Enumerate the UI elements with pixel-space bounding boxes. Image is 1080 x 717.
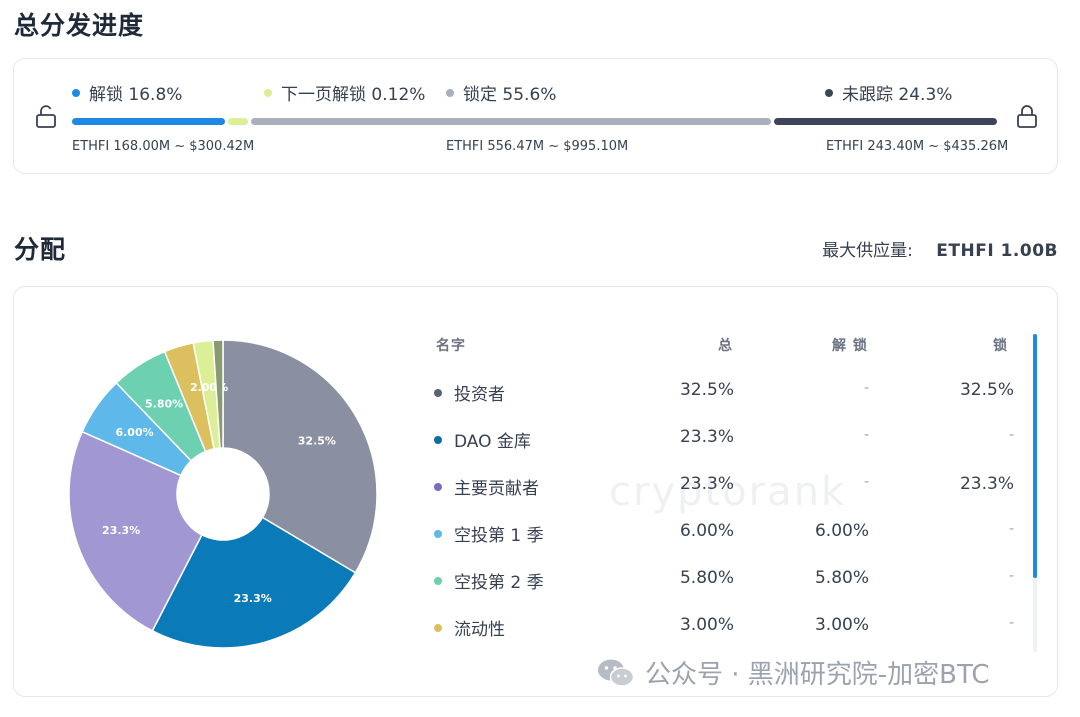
table-row[interactable]: 主要贡献者 23.3% - 23.3% (434, 474, 1014, 514)
row-dot (434, 529, 442, 538)
lock-open-icon (1017, 105, 1037, 128)
row-total: 23.3% (679, 474, 734, 494)
legend-dot (72, 88, 80, 97)
row-name-label: 流动性 (454, 620, 505, 640)
row-unlock: 6.00% (814, 521, 869, 541)
allocation-card: cryptorank 32.5% 23.3% 23.3% 6.00% 5.80% 2.00… (13, 286, 1058, 697)
row-total: 32.5% (679, 380, 734, 400)
pie-slice[interactable] (68, 430, 203, 632)
row-lock: - (1008, 521, 1014, 537)
row-unlock: - (863, 380, 869, 396)
row-unlock: 3.00% (814, 615, 869, 635)
table-scrollbar[interactable] (1033, 334, 1037, 652)
bar-segment-next-unlock (227, 118, 249, 125)
legend-label: 下一页解锁 0.12% (281, 85, 426, 105)
row-name-label: 投资者 (454, 385, 505, 405)
legend-label: 未跟踪 24.3% (842, 85, 953, 105)
max-supply-value: ETHFI 1.00B (936, 241, 1058, 261)
max-supply: 最大供应量: ETHFI 1.00B (822, 236, 1058, 261)
allocation-pie-chart: 32.5%23.3%23.3%6.00%5.80%2.00% (68, 339, 378, 649)
row-name: 主要贡献者 (434, 474, 539, 499)
distribution-bar (72, 118, 1000, 125)
row-lock: - (1008, 427, 1014, 443)
progress-card: 解锁 16.8% 下一页解锁 0.12% 锁定 55.6% 未跟踪 24.3% … (13, 58, 1058, 174)
pie-slice-label: 5.80% (145, 397, 183, 410)
pie-slice[interactable] (212, 339, 224, 449)
legend-label: 锁定 55.6% (463, 85, 557, 105)
bar-segment-unlocked (72, 118, 225, 125)
header-total: 总 (718, 338, 733, 354)
row-dot (434, 623, 442, 632)
row-name: 空投第 1 季 (434, 521, 544, 546)
max-supply-label: 最大供应量: (822, 241, 913, 261)
pie-slice[interactable] (151, 516, 357, 649)
row-unlock: - (863, 474, 869, 490)
row-name: 投资者 (434, 380, 505, 405)
wechat-icon (598, 659, 635, 687)
row-unlock: - (863, 427, 869, 443)
pie-slice-label: 23.3% (234, 592, 272, 605)
legend-next-unlock: 下一页解锁 0.12% (264, 80, 425, 105)
row-dot (434, 388, 442, 397)
row-dot (434, 576, 442, 585)
caption-untracked: ETHFI 243.40M ~ $435.26M (826, 139, 1009, 154)
table-row[interactable]: DAO 金库 23.3% - - (434, 427, 1014, 467)
progress-title: 总分发进度 (14, 11, 145, 40)
pie-slice[interactable] (222, 339, 378, 574)
row-unlock: 5.80% (814, 568, 869, 588)
row-dot (434, 482, 442, 491)
table-row[interactable]: 空投第 1 季 6.00% 6.00% - (434, 521, 1014, 561)
row-name: 流动性 (434, 615, 505, 640)
bar-segment-locked (251, 118, 772, 125)
legend-untracked: 未跟踪 24.3% (825, 80, 952, 105)
row-lock: 23.3% (959, 474, 1014, 494)
table-row[interactable]: 空投第 2 季 5.80% 5.80% - (434, 568, 1014, 608)
row-total: 5.80% (679, 568, 734, 588)
row-total: 6.00% (679, 521, 734, 541)
row-lock: - (1008, 568, 1014, 584)
pie-slice-label: 6.00% (115, 426, 153, 439)
row-lock: 32.5% (959, 380, 1014, 400)
header-unlock: 解 锁 (832, 338, 868, 354)
brand-watermark: cryptorank (609, 469, 847, 515)
pie-slice-label: 23.3% (102, 524, 140, 537)
legend-unlocked: 解锁 16.8% (72, 80, 182, 105)
bar-segment-untracked (774, 118, 997, 125)
row-dot (434, 435, 442, 444)
row-name-label: DAO 金库 (454, 432, 531, 452)
scrollbar-thumb[interactable] (1033, 334, 1037, 578)
lock-open-icon (36, 105, 56, 128)
legend-dot (264, 88, 272, 97)
legend-label: 解锁 16.8% (89, 85, 183, 105)
header-lock: 锁 (993, 338, 1008, 354)
allocation-title: 分配 (14, 235, 67, 264)
header-name: 名字 (436, 338, 466, 354)
row-lock: - (1008, 615, 1014, 631)
row-name: 空投第 2 季 (434, 568, 544, 593)
wechat-watermark-text: 公众号 · 黑洲研究院-加密BTC (645, 660, 990, 690)
wechat-watermark: 公众号 · 黑洲研究院-加密BTC (597, 654, 990, 691)
table-row[interactable]: 流动性 3.00% 3.00% - (434, 615, 1014, 655)
row-name-label: 空投第 2 季 (454, 573, 544, 593)
row-name-label: 空投第 1 季 (454, 526, 544, 546)
row-name-label: 主要贡献者 (454, 479, 539, 499)
pie-slice-label: 32.5% (298, 435, 336, 448)
row-total: 23.3% (679, 427, 734, 447)
caption-unlocked: ETHFI 168.00M ~ $300.42M (72, 139, 255, 154)
table-row[interactable]: 投资者 32.5% - 32.5% (434, 380, 1014, 420)
row-name: DAO 金库 (434, 427, 531, 452)
caption-locked: ETHFI 556.47M ~ $995.10M (446, 139, 629, 154)
legend-dot (825, 88, 833, 97)
legend-dot (446, 88, 454, 97)
row-total: 3.00% (679, 615, 734, 635)
legend-locked: 锁定 55.6% (446, 80, 556, 105)
